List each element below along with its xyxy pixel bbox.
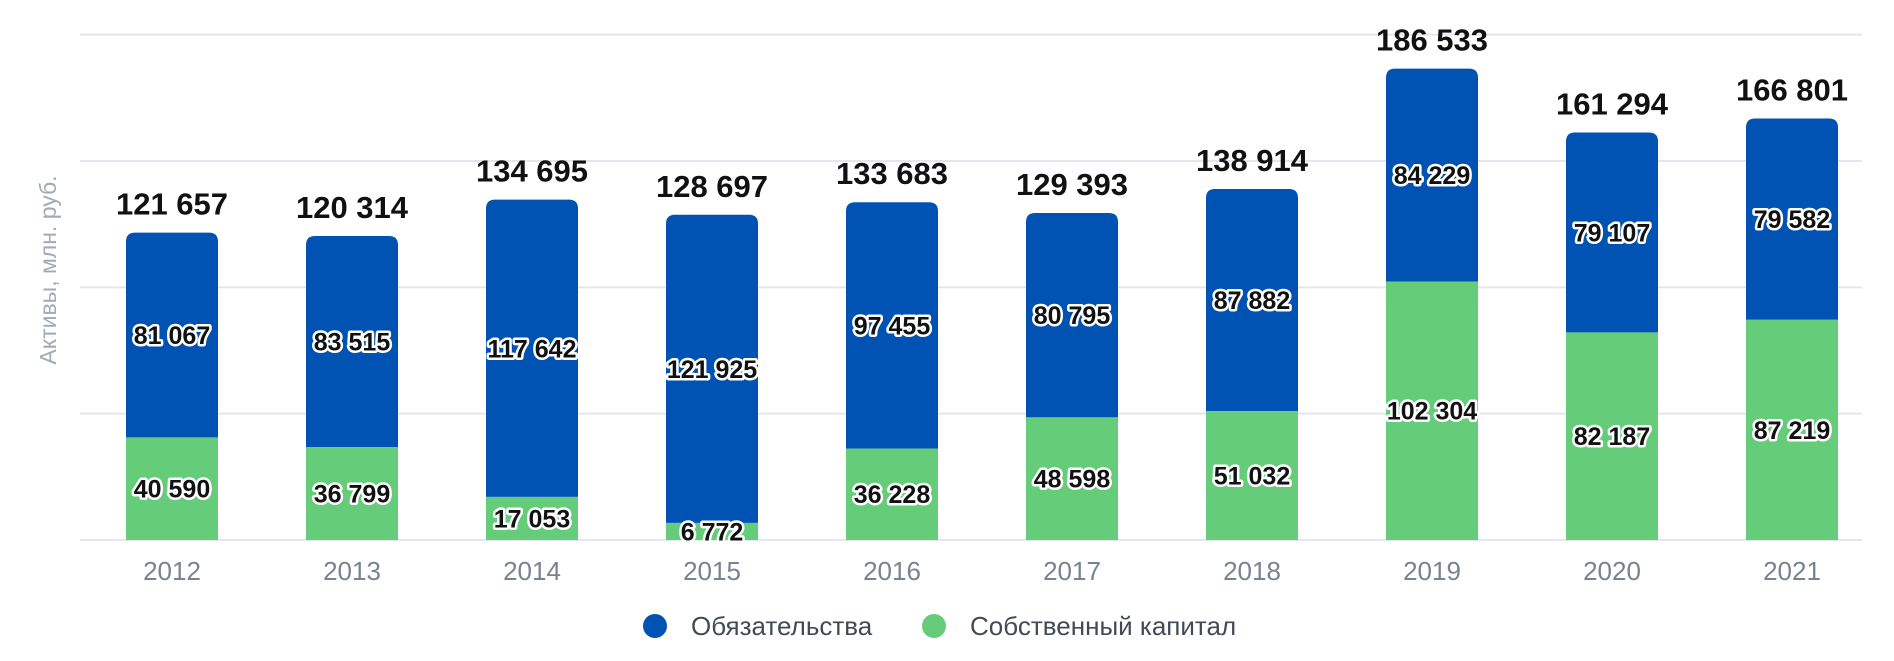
x-tick-label: 2021 [1763, 556, 1821, 586]
x-tick-label: 2016 [863, 556, 921, 586]
segment-value-label: 17 053 [494, 505, 570, 533]
x-tick-label: 2015 [683, 556, 741, 586]
x-tick-label: 2018 [1223, 556, 1281, 586]
bar-segment-liabilities [1566, 132, 1658, 333]
bar-segment-liabilities [1746, 118, 1838, 320]
bar-segment-liabilities [666, 214, 758, 523]
bar-segment-liabilities [1206, 188, 1298, 412]
bar-segment-equity [666, 522, 758, 540]
bar-segment-equity [1386, 281, 1478, 540]
segment-value-label: 6 772 [681, 518, 744, 546]
legend-label: Собственный капитал [970, 611, 1236, 641]
total-value-label: 120 314 [296, 190, 409, 225]
bar-segment-liabilities [306, 235, 398, 448]
segment-value-label: 84 229 [1394, 162, 1470, 190]
segment-value-label: 40 590 [134, 476, 210, 504]
bar-segment-liabilities [846, 202, 938, 449]
x-axis-ticks: 2012 2013 2014 2015 2016 2017 2018 2019 2020 2021 [143, 556, 1821, 586]
bar-segment-equity [1026, 417, 1118, 540]
total-value-label: 186 533 [1376, 23, 1488, 58]
segment-value-label: 79 107 [1574, 219, 1650, 247]
segment-value-label: 79 582 [1754, 206, 1830, 234]
bar-segment-liabilities [486, 199, 578, 497]
bar-segment-equity [486, 496, 578, 540]
segment-value-label: 81 067 [134, 322, 210, 350]
y-axis-label: Активы, млн. руб. [35, 175, 61, 364]
total-value-label: 134 695 [476, 154, 588, 189]
segment-value-label: 80 795 [1034, 302, 1111, 330]
x-tick-label: 2012 [143, 556, 201, 586]
segment-value-label: 117 642 [488, 335, 577, 363]
bars [126, 68, 1838, 540]
x-tick-label: 2019 [1403, 556, 1461, 586]
bar-segment-equity [1206, 411, 1298, 540]
segment-value-label: 82 187 [1574, 423, 1650, 451]
segment-value-label: 121 925 [667, 356, 757, 384]
bar-segment-equity [1566, 332, 1658, 540]
total-value-label: 121 657 [116, 187, 228, 222]
segment-value-label: 102 304 [1387, 398, 1477, 426]
bar-segment-liabilities [126, 232, 218, 438]
segment-value-label: 87 882 [1214, 287, 1290, 315]
legend-marker [643, 614, 667, 638]
bar-segment-equity [306, 447, 398, 540]
total-value-label: 161 294 [1556, 86, 1669, 121]
x-tick-label: 2020 [1583, 556, 1641, 586]
segment-value-label: 83 515 [314, 329, 391, 357]
segment-value-label: 36 228 [854, 481, 931, 509]
legend: Обязательства Собственный капитал [643, 611, 1236, 641]
bar-segment-liabilities [1026, 213, 1118, 418]
total-value-label: 166 801 [1736, 73, 1848, 108]
bar-segment-equity [126, 437, 218, 540]
segment-value-label: 51 032 [1214, 463, 1290, 491]
legend-marker [922, 614, 946, 638]
data-labels: 40 590 81 067 121 657 36 799 83 515 120 314 17… [116, 23, 1848, 549]
total-value-label: 138 914 [1196, 143, 1309, 178]
x-tick-label: 2017 [1043, 556, 1101, 586]
bar-segment-equity [1746, 319, 1838, 540]
segment-value-label: 36 799 [314, 481, 390, 509]
total-value-label: 133 683 [836, 156, 948, 191]
segment-value-label: 48 598 [1034, 466, 1111, 494]
segment-value-label: 97 455 [854, 312, 931, 340]
x-tick-label: 2013 [323, 556, 381, 586]
legend-label: Обязательства [691, 611, 873, 641]
total-value-label: 129 393 [1016, 167, 1128, 202]
bar-segment-liabilities [1386, 68, 1478, 282]
segment-value-label: 87 219 [1754, 417, 1830, 445]
x-tick-label: 2014 [503, 556, 561, 586]
bar-segment-equity [846, 448, 938, 540]
total-value-label: 128 697 [656, 169, 768, 204]
